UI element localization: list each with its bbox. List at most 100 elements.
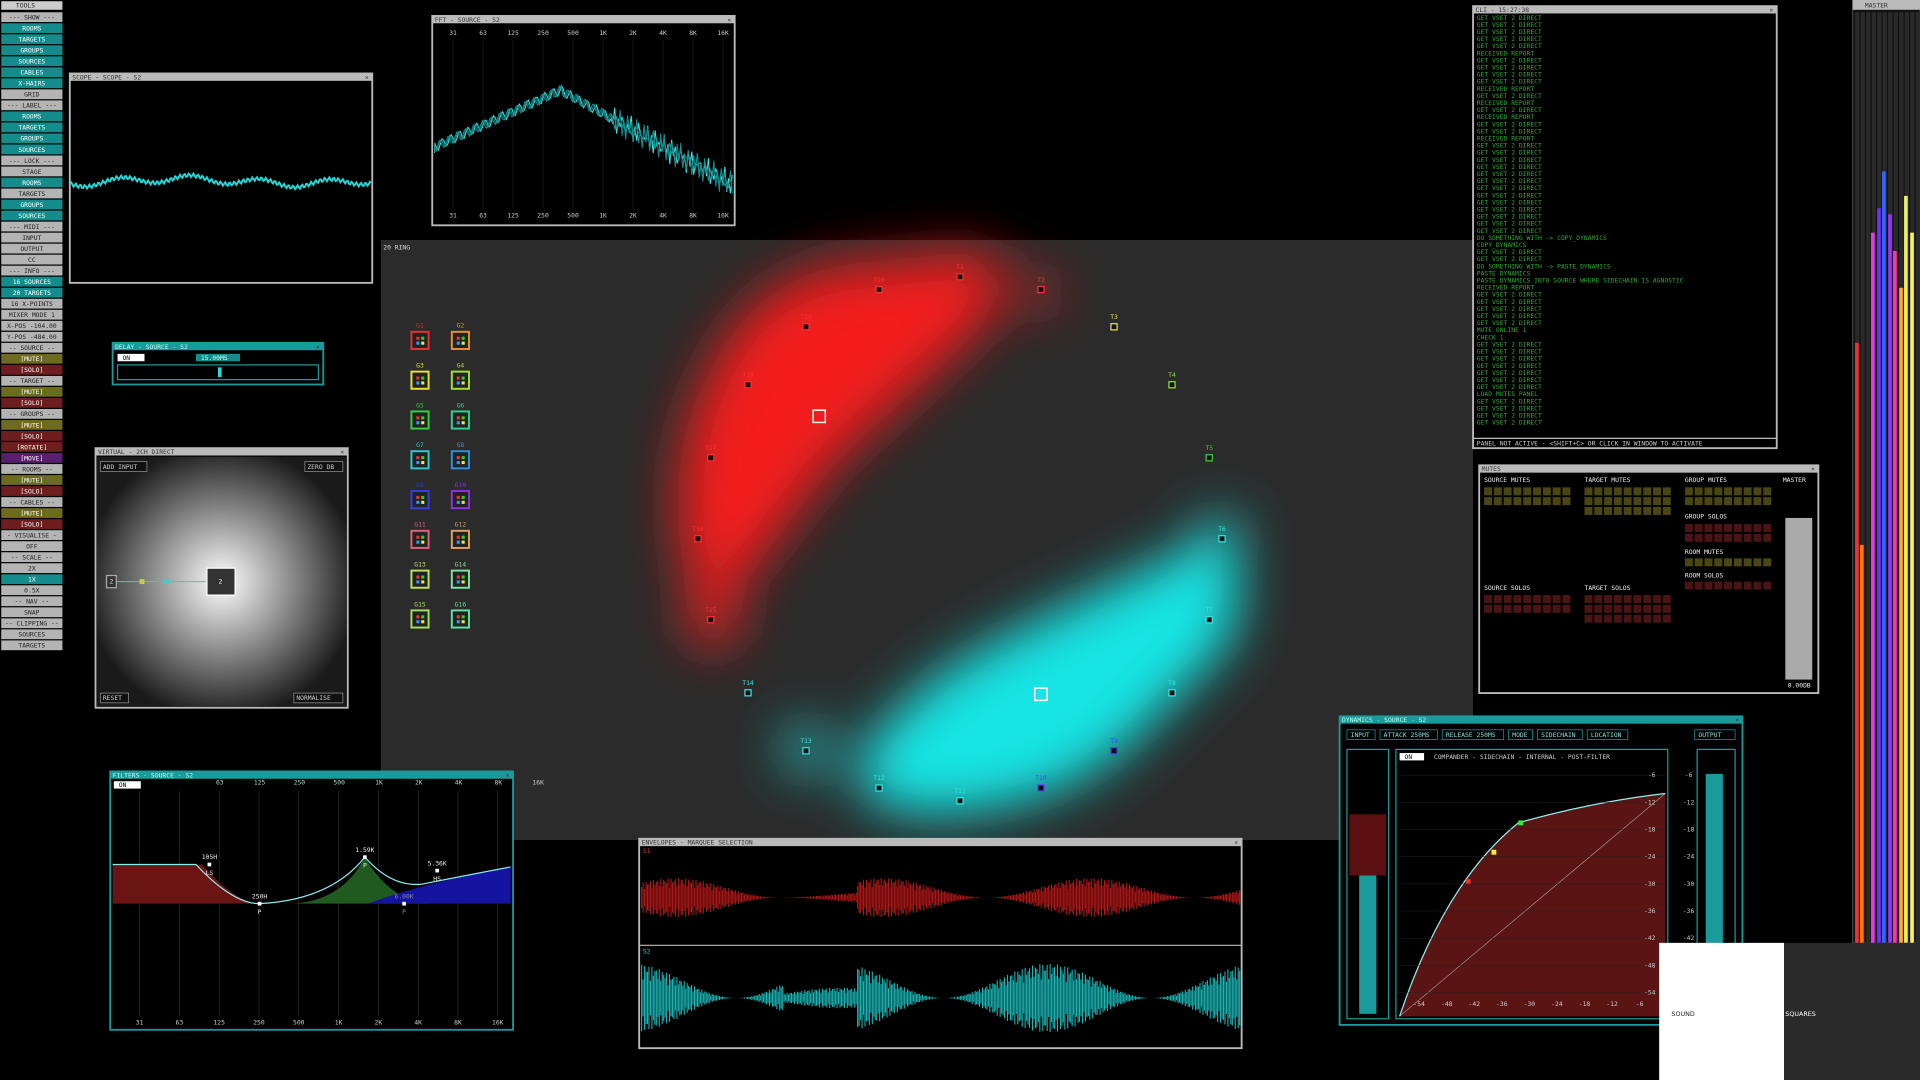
- mute-cell[interactable]: [1653, 506, 1662, 515]
- mute-cell[interactable]: [1523, 604, 1532, 613]
- button[interactable]: [113, 781, 141, 789]
- mute-cell[interactable]: [1743, 558, 1752, 567]
- mute-cell[interactable]: [1613, 497, 1622, 506]
- mute-cell[interactable]: [1584, 595, 1593, 604]
- mute-cell[interactable]: [1513, 604, 1522, 613]
- mute-cell[interactable]: [1594, 497, 1603, 506]
- button[interactable]: [304, 461, 344, 472]
- tool-button[interactable]: [1, 408, 63, 419]
- button[interactable]: [100, 461, 148, 472]
- mute-cell[interactable]: [1653, 497, 1662, 506]
- button[interactable]: [1399, 753, 1425, 761]
- mute-cell[interactable]: [1763, 487, 1772, 496]
- mute-cell[interactable]: [1724, 533, 1733, 542]
- mute-cell[interactable]: [1753, 524, 1762, 533]
- mute-cell[interactable]: [1753, 497, 1762, 506]
- tool-button[interactable]: [1, 309, 63, 320]
- mute-cell[interactable]: [1684, 581, 1693, 590]
- mute-cell[interactable]: [1633, 506, 1642, 515]
- tool-button[interactable]: [1, 375, 63, 386]
- button[interactable]: [1441, 729, 1505, 740]
- mute-cell[interactable]: [1643, 497, 1652, 506]
- button[interactable]: [1537, 729, 1583, 740]
- tool-button[interactable]: [1, 232, 63, 243]
- mute-cell[interactable]: [1604, 497, 1613, 506]
- tool-button[interactable]: [1, 199, 63, 210]
- mute-cell[interactable]: [1623, 506, 1632, 515]
- mute-cell[interactable]: [1753, 487, 1762, 496]
- mute-cell[interactable]: [1694, 524, 1703, 533]
- mute-cell[interactable]: [1594, 487, 1603, 496]
- tool-button[interactable]: [1, 298, 63, 309]
- mute-cell[interactable]: [1724, 497, 1733, 506]
- mute-cell[interactable]: [1653, 595, 1662, 604]
- mute-cell[interactable]: [1513, 487, 1522, 496]
- slider[interactable]: [116, 364, 319, 381]
- mute-cell[interactable]: [1662, 595, 1671, 604]
- tool-button[interactable]: [1, 34, 63, 45]
- mute-cell[interactable]: [1743, 581, 1752, 590]
- mute-cell[interactable]: [1733, 524, 1742, 533]
- tool-button[interactable]: [1, 78, 63, 89]
- mute-cell[interactable]: [1684, 487, 1693, 496]
- mute-cell[interactable]: [1623, 595, 1632, 604]
- tool-button[interactable]: [1, 45, 63, 56]
- button[interactable]: [1694, 729, 1736, 740]
- mute-cell[interactable]: [1484, 487, 1493, 496]
- button[interactable]: [1508, 729, 1533, 740]
- mute-cell[interactable]: [1552, 497, 1561, 506]
- mute-cell[interactable]: [1562, 604, 1571, 613]
- mute-cell[interactable]: [1594, 506, 1603, 515]
- mute-cell[interactable]: [1513, 497, 1522, 506]
- tool-button[interactable]: [1, 276, 63, 287]
- mute-cell[interactable]: [1643, 595, 1652, 604]
- mute-cell[interactable]: [1503, 497, 1512, 506]
- mute-cell[interactable]: [1753, 581, 1762, 590]
- tool-button[interactable]: [1, 353, 63, 364]
- mute-cell[interactable]: [1493, 604, 1502, 613]
- mute-cell[interactable]: [1753, 558, 1762, 567]
- mute-cell[interactable]: [1552, 604, 1561, 613]
- mute-cell[interactable]: [1684, 524, 1693, 533]
- tool-button[interactable]: [1, 56, 63, 67]
- mute-cell[interactable]: [1743, 497, 1752, 506]
- mute-cell[interactable]: [1604, 614, 1613, 623]
- mute-cell[interactable]: [1704, 487, 1713, 496]
- mute-cell[interactable]: [1743, 487, 1752, 496]
- tool-button[interactable]: [1, 287, 63, 298]
- mute-cell[interactable]: [1662, 604, 1671, 613]
- mute-cell[interactable]: [1542, 487, 1551, 496]
- mute-cell[interactable]: [1763, 533, 1772, 542]
- mute-cell[interactable]: [1584, 614, 1593, 623]
- mute-cell[interactable]: [1493, 487, 1502, 496]
- tool-button[interactable]: [1, 155, 63, 166]
- tool-button[interactable]: [1, 188, 63, 199]
- tool-button[interactable]: [1, 563, 63, 574]
- mute-cell[interactable]: [1633, 614, 1642, 623]
- mute-cell[interactable]: [1594, 614, 1603, 623]
- mute-cell[interactable]: [1714, 487, 1723, 496]
- mute-cell[interactable]: [1643, 487, 1652, 496]
- mute-cell[interactable]: [1552, 487, 1561, 496]
- tool-button[interactable]: [1, 23, 63, 34]
- tool-button[interactable]: [1, 607, 63, 618]
- mute-cell[interactable]: [1653, 604, 1662, 613]
- mute-cell[interactable]: [1714, 558, 1723, 567]
- mute-cell[interactable]: [1523, 497, 1532, 506]
- mute-cell[interactable]: [1513, 595, 1522, 604]
- mute-cell[interactable]: [1704, 533, 1713, 542]
- mute-cell[interactable]: [1484, 497, 1493, 506]
- mute-cell[interactable]: [1724, 524, 1733, 533]
- mute-cell[interactable]: [1562, 497, 1571, 506]
- mute-cell[interactable]: [1763, 524, 1772, 533]
- mute-cell[interactable]: [1643, 604, 1652, 613]
- mute-cell[interactable]: [1694, 558, 1703, 567]
- mute-cell[interactable]: [1613, 487, 1622, 496]
- mute-cell[interactable]: [1594, 604, 1603, 613]
- tool-button[interactable]: [1, 254, 63, 265]
- mute-cell[interactable]: [1662, 497, 1671, 506]
- tool-button[interactable]: [1, 100, 63, 111]
- mute-cell[interactable]: [1623, 614, 1632, 623]
- tool-button[interactable]: [1, 497, 63, 507]
- mute-cell[interactable]: [1584, 487, 1593, 496]
